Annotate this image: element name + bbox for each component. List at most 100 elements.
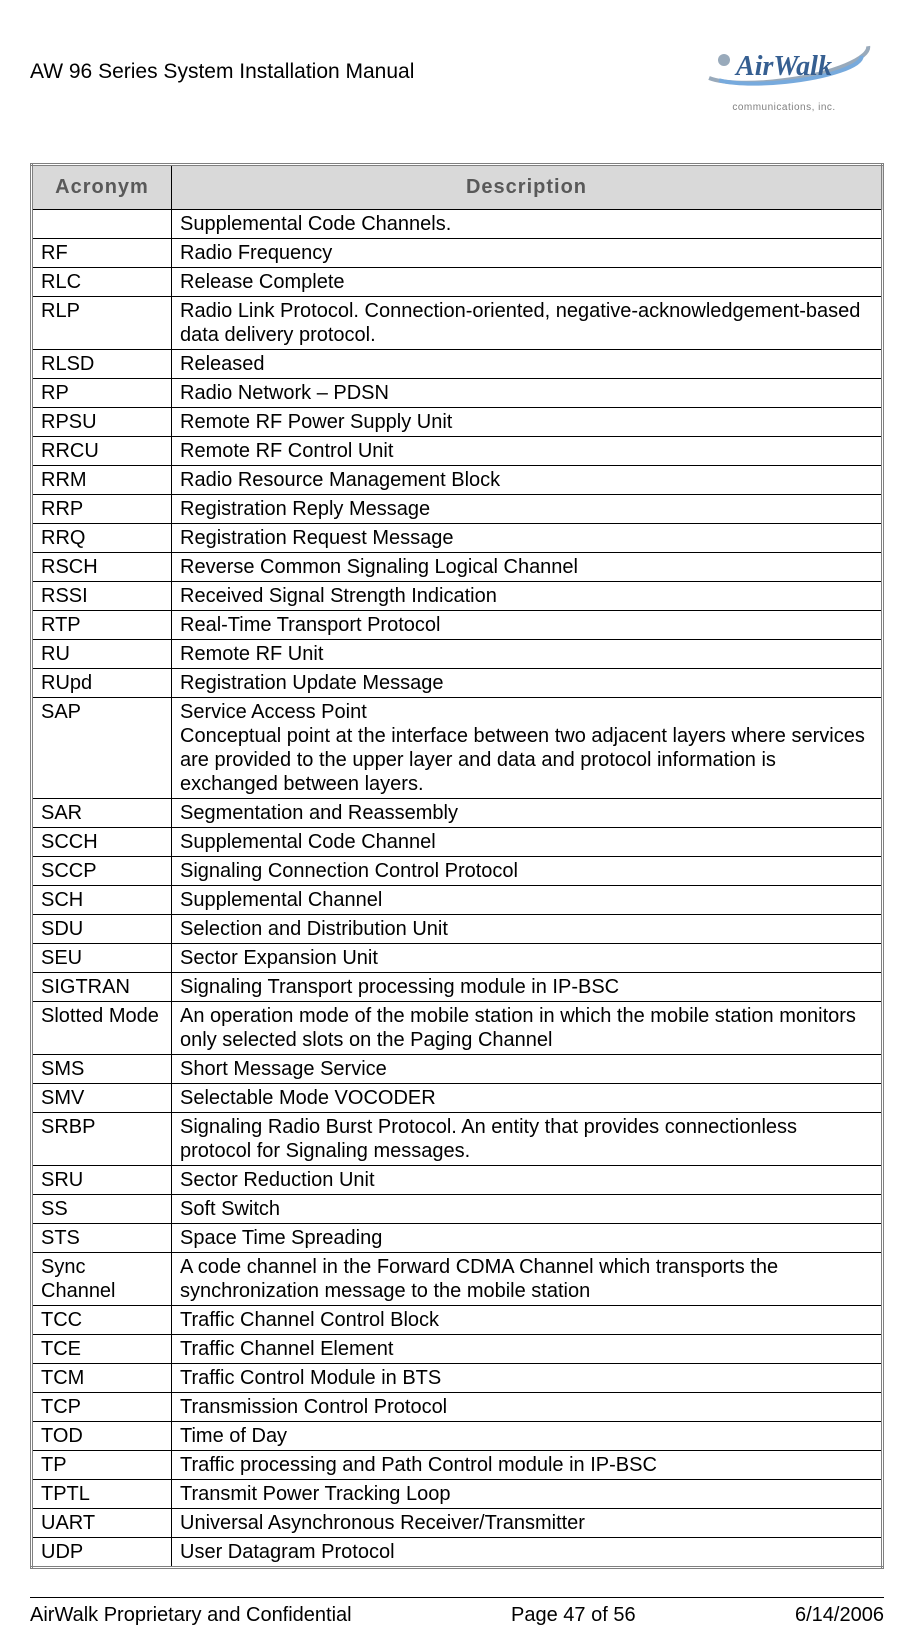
table-header-row: Acronym Description <box>32 165 883 210</box>
description-cell: Universal Asynchronous Receiver/Transmit… <box>172 1509 883 1538</box>
table-row: SDUSelection and Distribution Unit <box>32 915 883 944</box>
table-row: RTPReal-Time Transport Protocol <box>32 611 883 640</box>
description-cell: A code channel in the Forward CDMA Chann… <box>172 1253 883 1306</box>
acronym-cell: SCCH <box>32 828 172 857</box>
acronym-cell: TP <box>32 1451 172 1480</box>
acronym-cell: RTP <box>32 611 172 640</box>
acronym-cell: SRU <box>32 1166 172 1195</box>
description-cell: Release Complete <box>172 268 883 297</box>
acronym-table: Acronym Description Supplemental Code Ch… <box>30 163 884 1569</box>
acronym-cell: UART <box>32 1509 172 1538</box>
table-row: RRCURemote RF Control Unit <box>32 437 883 466</box>
acronym-cell: STS <box>32 1224 172 1253</box>
acronym-cell: TOD <box>32 1422 172 1451</box>
acronym-cell: UDP <box>32 1538 172 1568</box>
description-cell: An operation mode of the mobile station … <box>172 1002 883 1055</box>
table-row: SRUSector Reduction Unit <box>32 1166 883 1195</box>
page-footer: AirWalk Proprietary and Confidential Pag… <box>30 1598 884 1627</box>
description-cell: Time of Day <box>172 1422 883 1451</box>
description-cell: Remote RF Control Unit <box>172 437 883 466</box>
description-cell: Radio Frequency <box>172 239 883 268</box>
description-cell: Selection and Distribution Unit <box>172 915 883 944</box>
acronym-cell: SS <box>32 1195 172 1224</box>
table-row: SMSShort Message Service <box>32 1055 883 1084</box>
description-cell: Real-Time Transport Protocol <box>172 611 883 640</box>
acronym-cell: SAP <box>32 698 172 799</box>
description-cell: Traffic Channel Element <box>172 1335 883 1364</box>
table-row: SRBPSignaling Radio Burst Protocol. An e… <box>32 1113 883 1166</box>
acronym-cell: RLC <box>32 268 172 297</box>
description-cell: Registration Update Message <box>172 669 883 698</box>
acronym-cell: RLSD <box>32 350 172 379</box>
description-cell: Sector Expansion Unit <box>172 944 883 973</box>
table-row: UARTUniversal Asynchronous Receiver/Tran… <box>32 1509 883 1538</box>
acronym-cell <box>32 210 172 239</box>
description-cell: Short Message Service <box>172 1055 883 1084</box>
footer-left: AirWalk Proprietary and Confidential <box>30 1604 352 1627</box>
acronym-cell: SIGTRAN <box>32 973 172 1002</box>
description-cell: Remote RF Unit <box>172 640 883 669</box>
acronym-cell: SRBP <box>32 1113 172 1166</box>
table-row: RRQRegistration Request Message <box>32 524 883 553</box>
page-header: AW 96 Series System Installation Manual … <box>30 30 884 113</box>
acronym-cell: SMS <box>32 1055 172 1084</box>
table-row: SSSoft Switch <box>32 1195 883 1224</box>
description-cell: Supplemental Channel <box>172 886 883 915</box>
acronym-cell: TCE <box>32 1335 172 1364</box>
description-cell: Radio Network – PDSN <box>172 379 883 408</box>
table-row: RLSDReleased <box>32 350 883 379</box>
table-row: RLCRelease Complete <box>32 268 883 297</box>
logo-subtitle: communications, inc. <box>732 102 835 113</box>
table-row: RURemote RF Unit <box>32 640 883 669</box>
description-cell: Registration Request Message <box>172 524 883 553</box>
table-row: RSCHReverse Common Signaling Logical Cha… <box>32 553 883 582</box>
description-cell: User Datagram Protocol <box>172 1538 883 1568</box>
table-row: SCCPSignaling Connection Control Protoco… <box>32 857 883 886</box>
table-row: SCCHSupplemental Code Channel <box>32 828 883 857</box>
description-cell: Remote RF Power Supply Unit <box>172 408 883 437</box>
table-row: Slotted ModeAn operation mode of the mob… <box>32 1002 883 1055</box>
table-row: RLPRadio Link Protocol. Connection-orien… <box>32 297 883 350</box>
description-cell: Radio Resource Management Block <box>172 466 883 495</box>
acronym-cell: Slotted Mode <box>32 1002 172 1055</box>
description-cell: Traffic Channel Control Block <box>172 1306 883 1335</box>
description-cell: Reverse Common Signaling Logical Channel <box>172 553 883 582</box>
acronym-cell: TCP <box>32 1393 172 1422</box>
col-header-acronym: Acronym <box>32 165 172 210</box>
description-cell: Received Signal Strength Indication <box>172 582 883 611</box>
footer-right: 6/14/2006 <box>795 1604 884 1627</box>
description-cell: Released <box>172 350 883 379</box>
acronym-cell: RRQ <box>32 524 172 553</box>
acronym-cell: TCM <box>32 1364 172 1393</box>
table-row: TCMTraffic Control Module in BTS <box>32 1364 883 1393</box>
acronym-cell: TPTL <box>32 1480 172 1509</box>
acronym-cell: SCCP <box>32 857 172 886</box>
acronym-cell: RP <box>32 379 172 408</box>
description-cell: Traffic Control Module in BTS <box>172 1364 883 1393</box>
table-row: TPTraffic processing and Path Control mo… <box>32 1451 883 1480</box>
description-cell: Sector Reduction Unit <box>172 1166 883 1195</box>
table-row: SAPService Access PointConceptual point … <box>32 698 883 799</box>
company-logo: AirWalk communications, inc. <box>684 30 884 113</box>
description-cell: Traffic processing and Path Control modu… <box>172 1451 883 1480</box>
table-row: UDPUser Datagram Protocol <box>32 1538 883 1568</box>
table-row: SARSegmentation and Reassembly <box>32 799 883 828</box>
col-header-description: Description <box>172 165 883 210</box>
table-row: RSSIReceived Signal Strength Indication <box>32 582 883 611</box>
description-cell: Supplemental Code Channel <box>172 828 883 857</box>
table-row: RUpdRegistration Update Message <box>32 669 883 698</box>
acronym-cell: SMV <box>32 1084 172 1113</box>
description-cell: Signaling Radio Burst Protocol. An entit… <box>172 1113 883 1166</box>
description-cell: Transmission Control Protocol <box>172 1393 883 1422</box>
table-row: RPRadio Network – PDSN <box>32 379 883 408</box>
table-row: RRPRegistration Reply Message <box>32 495 883 524</box>
table-row: SMVSelectable Mode VOCODER <box>32 1084 883 1113</box>
table-row: RRMRadio Resource Management Block <box>32 466 883 495</box>
description-cell: Radio Link Protocol. Connection-oriented… <box>172 297 883 350</box>
table-row: TCCTraffic Channel Control Block <box>32 1306 883 1335</box>
table-row: Sync ChannelA code channel in the Forwar… <box>32 1253 883 1306</box>
acronym-cell: SAR <box>32 799 172 828</box>
acronym-cell: RU <box>32 640 172 669</box>
acronym-cell: RPSU <box>32 408 172 437</box>
acronym-cell: RUpd <box>32 669 172 698</box>
